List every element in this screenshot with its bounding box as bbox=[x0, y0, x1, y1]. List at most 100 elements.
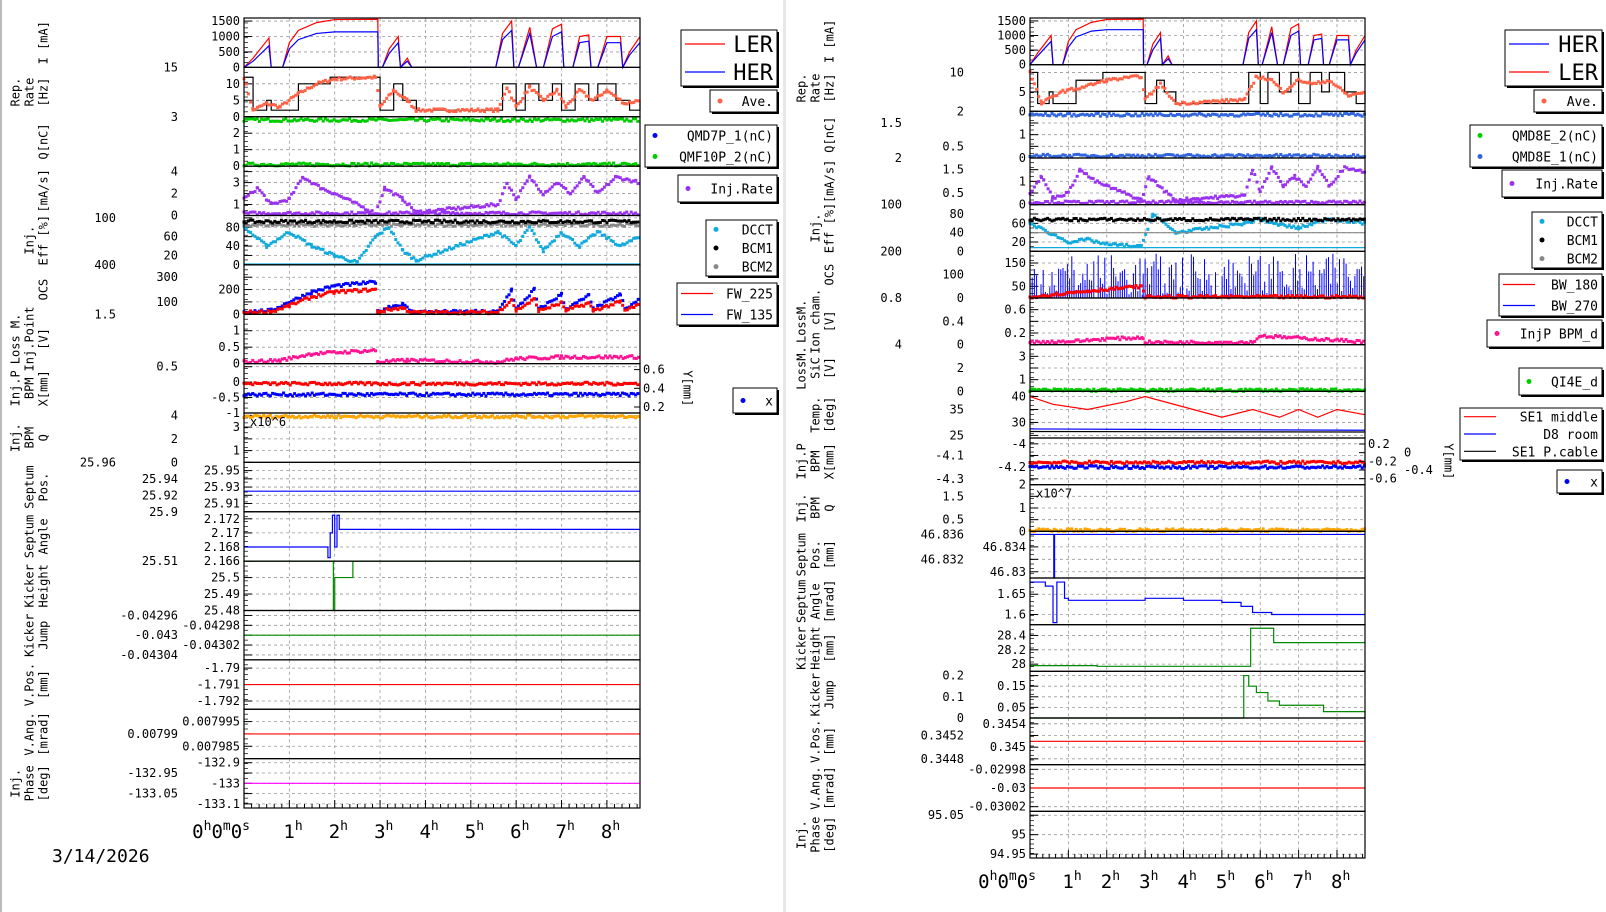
data-point bbox=[596, 190, 600, 194]
data-point bbox=[418, 415, 422, 419]
data-point bbox=[562, 301, 566, 305]
data-point bbox=[1343, 154, 1347, 158]
data-point bbox=[528, 383, 532, 387]
y2-axis-label: Y[mm] bbox=[681, 370, 695, 406]
data-point bbox=[391, 358, 395, 362]
data-point bbox=[493, 382, 497, 386]
data-point bbox=[1051, 94, 1055, 98]
data-point bbox=[1076, 199, 1080, 203]
data-point bbox=[394, 118, 398, 122]
data-point bbox=[314, 295, 318, 299]
data-point bbox=[509, 96, 513, 100]
data-point bbox=[335, 289, 339, 293]
data-point bbox=[1261, 155, 1265, 159]
data-point bbox=[1032, 185, 1036, 189]
data-point bbox=[598, 394, 602, 398]
data-point bbox=[1259, 113, 1263, 117]
data-point bbox=[389, 308, 393, 312]
data-point bbox=[370, 415, 374, 419]
data-point bbox=[541, 305, 545, 309]
data-point bbox=[1360, 155, 1364, 159]
data-point bbox=[290, 232, 294, 236]
data-point bbox=[1299, 218, 1303, 222]
data-point bbox=[420, 222, 424, 226]
data-point bbox=[416, 162, 420, 166]
data-point bbox=[403, 200, 407, 204]
data-point bbox=[1287, 224, 1291, 228]
data-point bbox=[383, 212, 387, 216]
data-point bbox=[316, 183, 320, 187]
data-point bbox=[1125, 153, 1129, 157]
data-point bbox=[260, 309, 264, 313]
data-point bbox=[1057, 201, 1061, 205]
series-inj-rate bbox=[242, 174, 640, 216]
data-point bbox=[1355, 91, 1359, 95]
data-point bbox=[1141, 238, 1145, 242]
data-point bbox=[339, 224, 343, 228]
data-point bbox=[461, 107, 465, 111]
data-point bbox=[253, 223, 257, 227]
series-fw-135 bbox=[242, 279, 640, 315]
data-point bbox=[1103, 112, 1107, 116]
data-point bbox=[1125, 242, 1129, 246]
data-point bbox=[305, 296, 309, 300]
data-point bbox=[1297, 227, 1301, 231]
data-point bbox=[274, 307, 278, 311]
data-point bbox=[1156, 113, 1160, 117]
data-point bbox=[376, 360, 380, 364]
data-point bbox=[374, 75, 378, 79]
data-point bbox=[372, 212, 376, 216]
data-point bbox=[1043, 200, 1047, 204]
data-point bbox=[530, 381, 534, 385]
data-point bbox=[374, 218, 378, 222]
data-point bbox=[354, 212, 358, 216]
data-point bbox=[541, 163, 545, 167]
data-point bbox=[410, 311, 414, 315]
data-point bbox=[401, 301, 405, 305]
data-point bbox=[326, 189, 330, 193]
data-point bbox=[1079, 113, 1083, 117]
data-point bbox=[407, 414, 411, 418]
y-axis-label: Inj.P bbox=[9, 370, 23, 406]
data-point bbox=[431, 381, 435, 385]
data-point bbox=[587, 219, 591, 223]
data-point bbox=[348, 283, 352, 287]
data-point bbox=[550, 211, 554, 215]
data-point bbox=[339, 382, 343, 386]
y-tick-label: 4 bbox=[171, 165, 178, 179]
data-point bbox=[1239, 216, 1243, 220]
data-point bbox=[271, 103, 275, 107]
y-tick-label: 40 bbox=[226, 239, 240, 253]
data-point bbox=[396, 212, 400, 216]
data-point bbox=[564, 104, 568, 108]
data-point bbox=[354, 219, 358, 223]
data-point bbox=[559, 219, 563, 223]
data-point bbox=[554, 224, 558, 228]
data-point bbox=[403, 303, 407, 307]
series-x bbox=[242, 391, 640, 398]
data-point bbox=[447, 391, 451, 395]
data-point bbox=[453, 224, 457, 228]
data-point bbox=[618, 211, 622, 215]
data-point bbox=[374, 287, 378, 291]
data-point bbox=[414, 209, 418, 213]
data-point bbox=[1164, 218, 1168, 222]
data-point bbox=[601, 392, 605, 396]
data-point bbox=[1178, 217, 1182, 221]
data-point bbox=[264, 310, 268, 314]
data-point bbox=[601, 414, 605, 418]
data-point bbox=[537, 415, 541, 419]
data-point bbox=[604, 354, 608, 358]
data-point bbox=[515, 162, 519, 166]
data-point bbox=[1097, 289, 1101, 293]
data-point bbox=[483, 233, 487, 237]
data-point bbox=[343, 211, 347, 215]
data-point bbox=[1066, 241, 1070, 245]
data-point bbox=[541, 416, 545, 420]
data-point bbox=[1292, 217, 1296, 221]
data-point bbox=[554, 297, 558, 301]
y-axis-label: BPM bbox=[23, 427, 37, 449]
data-point bbox=[396, 393, 400, 397]
data-point bbox=[1171, 219, 1175, 223]
